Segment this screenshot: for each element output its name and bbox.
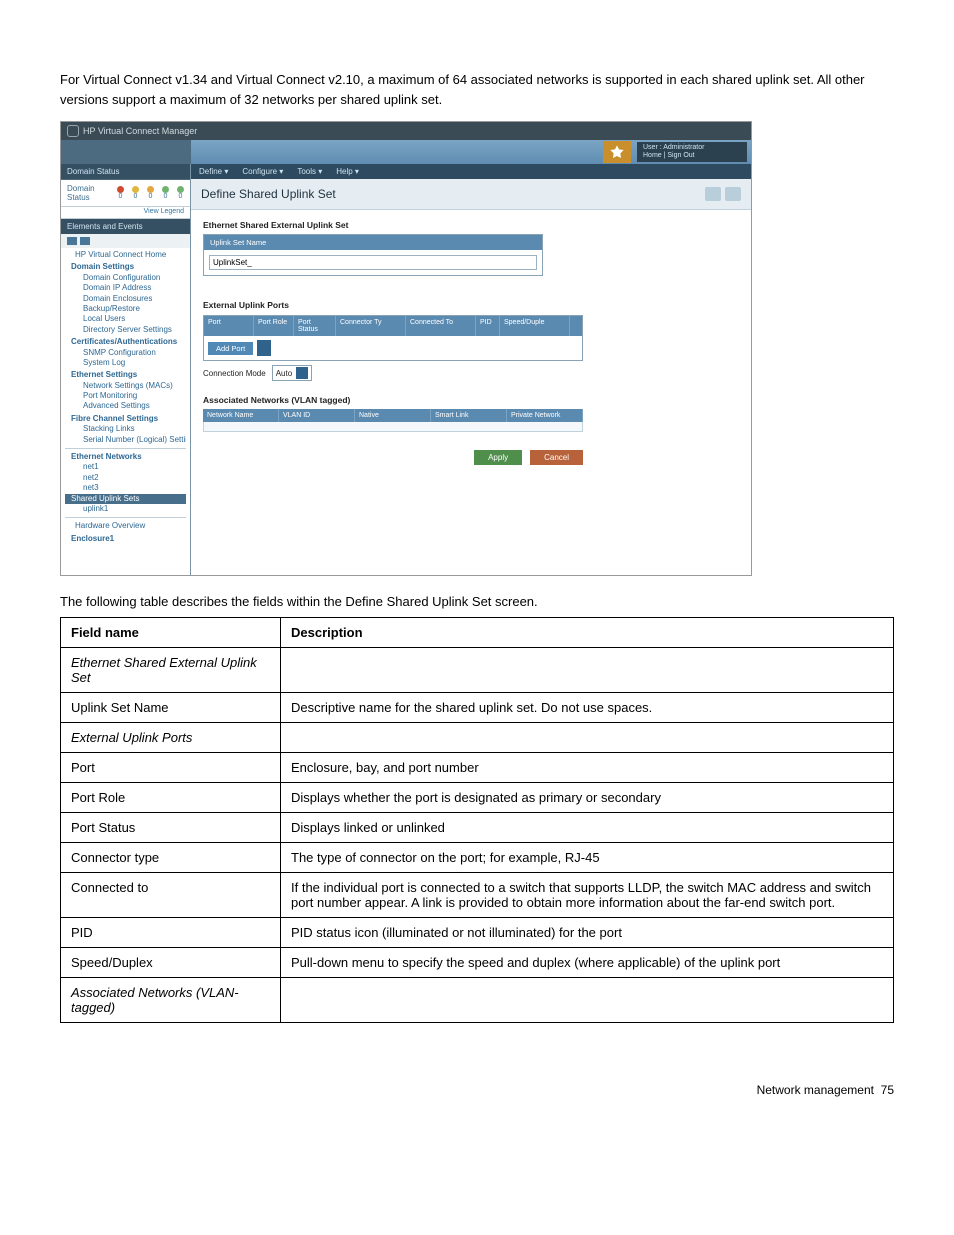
tree-node[interactable]: Domain Settings — [65, 262, 186, 272]
tree-node[interactable]: Advanced Settings — [65, 401, 186, 411]
elements-events-header: Elements and Events — [61, 219, 190, 234]
section1-header: Ethernet Shared External Uplink Set — [203, 220, 739, 230]
status-icon-row: Domain Status 00000 — [61, 180, 190, 207]
tree-node[interactable]: Port Monitoring — [65, 391, 186, 401]
page-title: Define Shared Uplink Set — [201, 187, 336, 201]
table-row: Connector typeThe type of connector on t… — [61, 843, 894, 873]
add-port-button[interactable]: Add Port — [208, 342, 253, 355]
menu-item[interactable]: Help ▾ — [336, 167, 359, 176]
grid-column-header: Smart Link — [431, 409, 507, 422]
status-dot-icon — [132, 186, 139, 193]
connection-mode-select[interactable]: Auto — [272, 365, 312, 381]
grid-column-header: Private Network — [507, 409, 583, 422]
table-header-description: Description — [281, 618, 894, 648]
vc-manager-screenshot: HP Virtual Connect Manager User : Admini… — [60, 121, 752, 576]
intro-paragraph: For Virtual Connect v1.34 and Virtual Co… — [60, 70, 894, 109]
tree-node[interactable]: Certificates/Authentications — [65, 337, 186, 347]
menu-item[interactable]: Tools ▾ — [297, 167, 322, 176]
app-title: HP Virtual Connect Manager — [83, 126, 197, 136]
table-row: Port StatusDisplays linked or unlinked — [61, 813, 894, 843]
user-block[interactable]: User : Administrator Home | Sign Out — [637, 142, 747, 163]
tree-node[interactable]: net3 — [65, 483, 186, 493]
hp-logo-icon — [67, 125, 79, 137]
nav-tree: HP Virtual Connect HomeDomain SettingsDo… — [61, 248, 190, 550]
domain-status-header: Domain Status — [61, 164, 190, 180]
tree-toolbar-icon[interactable] — [67, 237, 77, 245]
tree-node[interactable]: Domain Configuration — [65, 273, 186, 283]
menubar[interactable]: Define ▾ Configure ▾ Tools ▾ Help ▾ — [191, 164, 751, 179]
grid-column-header: Network Name — [203, 409, 279, 422]
table-row: Uplink Set NameDescriptive name for the … — [61, 693, 894, 723]
grid-column-header: Port — [204, 316, 254, 336]
status-dot-icon — [162, 186, 169, 193]
uplink-set-name-label: Uplink Set Name — [204, 235, 542, 250]
tree-toolbar-icon[interactable] — [80, 237, 90, 245]
tree-node[interactable]: Shared Uplink Sets — [65, 494, 186, 504]
tree-node[interactable]: Network Settings (MACs) — [65, 381, 186, 391]
field-description-table: Field name Description Ethernet Shared E… — [60, 617, 894, 1023]
status-dot-icon — [117, 186, 124, 193]
tree-node[interactable]: Directory Server Settings — [65, 325, 186, 335]
tree-node[interactable]: Backup/Restore — [65, 304, 186, 314]
tree-node[interactable]: Hardware Overview — [65, 521, 186, 531]
connection-mode-label: Connection Mode — [203, 369, 266, 378]
page-footer: Network management 75 — [60, 1083, 894, 1097]
table-row: External Uplink Ports — [61, 723, 894, 753]
status-dot-icon — [177, 186, 184, 193]
main-panel: Define ▾ Configure ▾ Tools ▾ Help ▾ Define … — [191, 164, 751, 575]
view-legend-link[interactable]: View Legend — [61, 207, 190, 219]
assoc-networks-grid: Network NameVLAN IDNativeSmart LinkPriva… — [203, 409, 583, 432]
tree-node[interactable]: System Log — [65, 358, 186, 368]
tree-node[interactable]: Stacking Links — [65, 424, 186, 434]
tree-node[interactable]: Ethernet Settings — [65, 370, 186, 380]
apply-button[interactable]: Apply — [474, 450, 522, 465]
add-port-dropdown[interactable] — [257, 340, 271, 356]
menu-item[interactable]: Configure ▾ — [242, 167, 283, 176]
tree-node[interactable]: SNMP Configuration — [65, 348, 186, 358]
table-row: Connected toIf the individual port is co… — [61, 873, 894, 918]
table-row: PIDPID status icon (illuminated or not i… — [61, 918, 894, 948]
table-row: Port RoleDisplays whether the port is de… — [61, 783, 894, 813]
grid-column-header: PID — [476, 316, 500, 336]
post-paragraph: The following table describes the fields… — [60, 594, 894, 609]
grid-column-header: Port Role — [254, 316, 294, 336]
table-row: Associated Networks (VLAN-tagged) — [61, 978, 894, 1023]
grid-column-header: Speed/Duple — [500, 316, 570, 336]
sidebar: Domain Status Domain Status 00000 View L… — [61, 164, 191, 575]
alert-badge-icon — [603, 141, 631, 163]
tree-node[interactable]: Local Users — [65, 314, 186, 324]
uplink-set-name-input[interactable] — [209, 255, 537, 270]
grid-column-header: Connector Ty — [336, 316, 406, 336]
print-icon[interactable] — [705, 187, 721, 201]
status-dot-icon — [147, 186, 154, 193]
tree-node[interactable]: uplink1 — [65, 504, 186, 514]
table-row: Ethernet Shared External Uplink Set — [61, 648, 894, 693]
tree-node[interactable]: Ethernet Networks — [65, 452, 186, 462]
grid-column-header: Native — [355, 409, 431, 422]
help-icon[interactable] — [725, 187, 741, 201]
section3-header: Associated Networks (VLAN tagged) — [203, 395, 739, 405]
table-row: Speed/DuplexPull-down menu to specify th… — [61, 948, 894, 978]
tree-node[interactable]: Domain IP Address — [65, 283, 186, 293]
section2-header: External Uplink Ports — [203, 300, 739, 310]
grid-column-header: VLAN ID — [279, 409, 355, 422]
grid-column-header: Connected To — [406, 316, 476, 336]
app-titlebar: HP Virtual Connect Manager — [61, 122, 751, 140]
tree-node[interactable]: net1 — [65, 462, 186, 472]
chevron-down-icon — [296, 367, 308, 379]
grid-column-header: Port Status — [294, 316, 336, 336]
table-header-fieldname: Field name — [61, 618, 281, 648]
table-row: PortEnclosure, bay, and port number — [61, 753, 894, 783]
tree-node[interactable]: HP Virtual Connect Home — [65, 250, 186, 260]
tree-node[interactable]: Fibre Channel Settings — [65, 414, 186, 424]
menu-item[interactable]: Define ▾ — [199, 167, 228, 176]
tree-node[interactable]: Enclosure1 — [65, 534, 186, 544]
cancel-button[interactable]: Cancel — [530, 450, 583, 465]
tree-node[interactable]: net2 — [65, 473, 186, 483]
uplink-ports-grid: PortPort RolePort StatusConnector TyConn… — [203, 315, 583, 361]
tree-node[interactable]: Domain Enclosures — [65, 294, 186, 304]
tree-node[interactable]: Serial Number (Logical) Settings — [65, 435, 186, 445]
